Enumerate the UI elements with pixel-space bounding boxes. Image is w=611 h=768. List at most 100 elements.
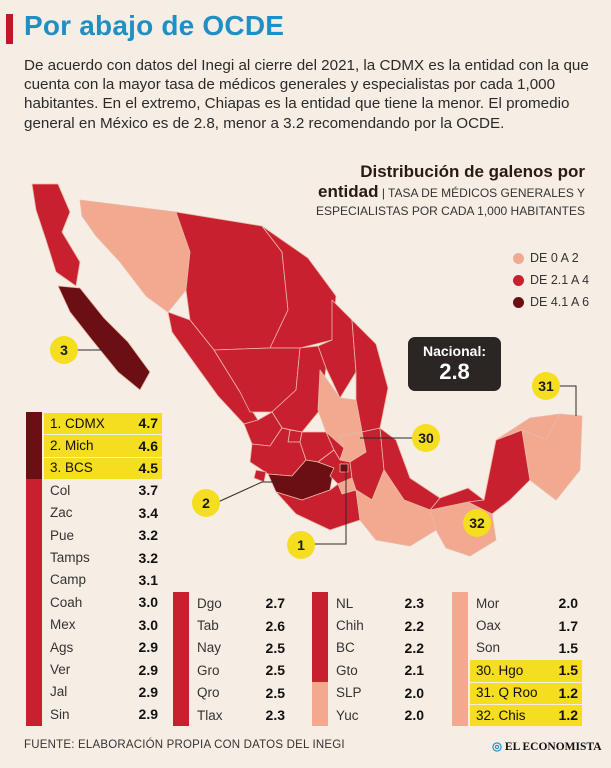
ranking-row: Pue 3.2 <box>26 524 158 547</box>
state-value: 4.7 <box>138 415 158 432</box>
state-value: 1.5 <box>558 662 578 679</box>
state-name: 3. BCS <box>50 460 93 476</box>
level-swatch <box>312 614 328 637</box>
state-name: 31. Q Roo <box>476 685 538 701</box>
map-subtitle-sep: | <box>381 186 389 200</box>
callout-2: 2 <box>192 489 220 517</box>
level-swatch <box>452 681 468 704</box>
ranking-row: 3. BCS 4.5 <box>26 456 158 480</box>
map-title-line2: entidad <box>318 182 379 201</box>
ranking-row: NL 2.3 <box>312 592 424 615</box>
level-swatch <box>173 681 189 704</box>
level-swatch <box>452 659 468 682</box>
state-name: Tamps <box>50 550 90 566</box>
legend-item: DE 2.1 A 4 <box>513 269 589 291</box>
level-swatch <box>173 614 189 637</box>
level-swatch <box>452 614 468 637</box>
state-value: 1.2 <box>558 684 578 701</box>
callout-3: 3 <box>50 336 78 364</box>
state-value: 3.0 <box>138 594 158 611</box>
state-name: Qro <box>197 685 220 701</box>
state-value: 3.4 <box>138 504 158 521</box>
state-name: Ags <box>50 639 74 655</box>
state-value: 3.1 <box>138 571 158 588</box>
region-gro <box>275 483 361 531</box>
highlight-box <box>470 682 582 704</box>
level-swatch <box>173 659 189 682</box>
state-name: Gro <box>197 662 220 678</box>
level-swatch <box>26 613 42 636</box>
state-name: 2. Mich <box>50 438 94 454</box>
level-swatch <box>312 636 328 660</box>
ranking-row: Gro 2.5 <box>173 659 285 682</box>
level-swatch <box>26 568 42 592</box>
level-swatch <box>173 636 189 660</box>
ranking-row: Mex 3.0 <box>26 613 158 636</box>
level-swatch <box>312 659 328 682</box>
state-value: 2.3 <box>404 595 424 612</box>
state-value: 2.3 <box>265 707 285 724</box>
state-value: 2.0 <box>558 595 578 612</box>
state-name: Col <box>50 482 71 498</box>
level-swatch <box>26 591 42 614</box>
map-subtitle: entidad | TASA DE MÉDICOS GENERALES Y ES… <box>285 183 585 220</box>
source-note: FUENTE: ELABORACIÓN PROPIA CON DATOS DEL… <box>24 739 345 751</box>
level-swatch <box>26 501 42 524</box>
ranking-row: BC 2.2 <box>312 636 424 660</box>
ranking-row: Coah 3.0 <box>26 591 158 614</box>
level-swatch <box>26 546 42 569</box>
legend-dot <box>513 252 524 264</box>
level-swatch <box>312 681 328 704</box>
legend-item: DE 0 A 2 <box>513 247 589 269</box>
level-swatch <box>452 704 468 727</box>
level-swatch <box>26 703 42 726</box>
state-name: NL <box>336 595 354 611</box>
ranking-row: Tamps 3.2 <box>26 546 158 569</box>
state-value: 2.2 <box>404 639 424 656</box>
region-bcs <box>57 285 151 391</box>
legend-item: DE 4.1 A 6 <box>513 291 589 313</box>
level-swatch <box>26 658 42 681</box>
ranking-row: Ags 2.9 <box>26 636 158 659</box>
ranking-row: Oax 1.7 <box>452 614 578 637</box>
state-name: Pue <box>50 527 75 543</box>
map-legend: DE 0 A 2 DE 2.1 A 4 DE 4.1 A 6 <box>513 247 589 313</box>
map-subtitle-line2: ESPECIALISTAS POR CADA 1,000 HABITANTES <box>316 204 585 218</box>
level-swatch <box>26 434 42 457</box>
state-name: Tab <box>197 618 219 634</box>
state-name: Coah <box>50 594 83 610</box>
state-value: 2.5 <box>265 684 285 701</box>
state-value: 3.2 <box>138 549 158 566</box>
ranking-row: Dgo 2.7 <box>173 592 285 615</box>
state-value: 2.5 <box>265 639 285 656</box>
ranking-row: Col 3.7 <box>26 479 158 502</box>
highlight-box <box>470 660 582 682</box>
state-value: 4.6 <box>138 437 158 454</box>
state-name: BC <box>336 640 355 656</box>
callout-32: 32 <box>463 509 491 537</box>
level-swatch <box>173 704 189 727</box>
highlight-box <box>44 457 162 480</box>
level-swatch <box>452 592 468 615</box>
page-title: Por abajo de OCDE <box>24 10 285 41</box>
state-name: Ver <box>50 662 71 678</box>
ranking-row: Tlax 2.3 <box>173 704 285 727</box>
state-value: 2.9 <box>138 706 158 723</box>
brand-logo: ◎ EL ECONOMISTA <box>492 741 602 753</box>
brand-icon: ◎ <box>492 741 505 753</box>
level-swatch <box>26 456 42 480</box>
state-name: SLP <box>336 685 362 701</box>
ranking-row: Sin 2.9 <box>26 703 158 726</box>
nacional-label: Nacional: <box>422 343 486 359</box>
state-value: 2.5 <box>265 662 285 679</box>
region-camp <box>467 429 531 515</box>
state-name: Yuc <box>336 707 359 723</box>
ranking-row: Gto 2.1 <box>312 659 424 682</box>
ranking-row: 30. Hgo 1.5 <box>452 659 578 682</box>
mexico-map <box>31 183 583 557</box>
state-value: 4.5 <box>138 459 158 476</box>
state-value: 2.9 <box>138 683 158 700</box>
nacional-value: 2.8 <box>439 359 470 384</box>
ranking-row: Tab 2.6 <box>173 614 285 637</box>
ranking-row: Jal 2.9 <box>26 680 158 704</box>
